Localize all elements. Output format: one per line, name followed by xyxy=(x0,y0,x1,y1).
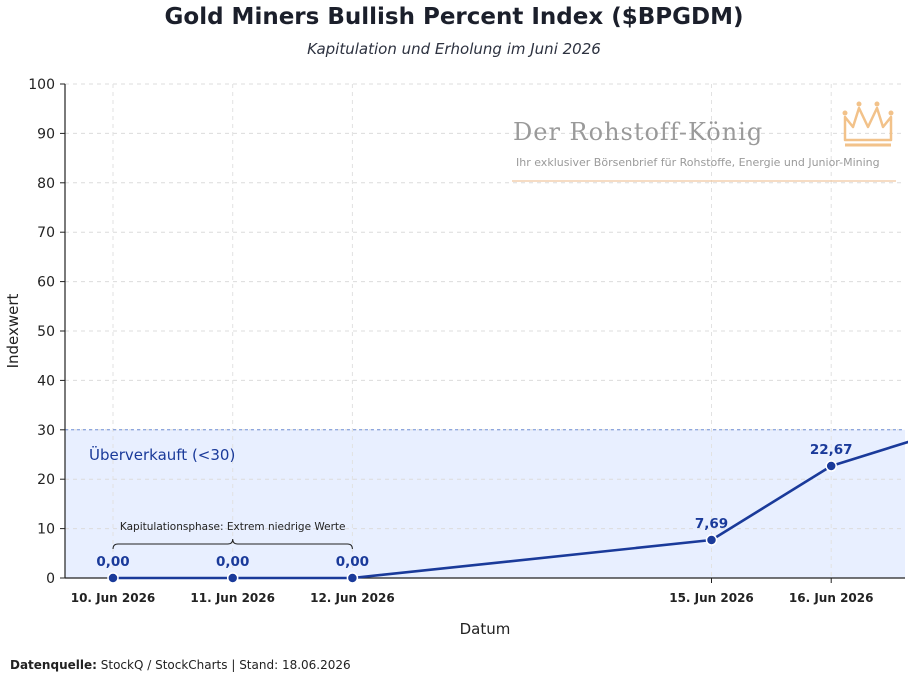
data-point xyxy=(705,534,718,546)
source-label: Datenquelle: xyxy=(10,658,97,672)
brand-name: Der Rohstoff-König xyxy=(513,118,763,146)
crown-icon xyxy=(842,101,894,147)
oversold-zone-label: Überverkauft (<30) xyxy=(89,445,235,464)
y-tick-label: 30 xyxy=(37,423,55,439)
y-tick-label: 100 xyxy=(28,77,55,93)
x-tick-label: 10. Jun 2026 xyxy=(71,591,156,605)
y-tick-label: 90 xyxy=(37,126,55,142)
data-label: 0,00 xyxy=(96,554,129,570)
x-tick-label: 16. Jun 2026 xyxy=(789,591,874,605)
source-footer: Datenquelle: StockQ / StockCharts | Stan… xyxy=(10,658,351,672)
x-tick-labels: 10. Jun 2026 11. Jun 2026 12. Jun 2026 15. … xyxy=(71,591,874,605)
y-tick-label: 10 xyxy=(37,522,55,538)
y-tick-label: 60 xyxy=(37,275,55,291)
data-label: 0,00 xyxy=(216,554,249,570)
y-axis-label: Indexwert xyxy=(4,293,22,368)
data-point xyxy=(825,460,837,472)
y-tick-label: 0 xyxy=(46,571,55,587)
data-point xyxy=(346,572,359,584)
x-tick-label: 15. Jun 2026 xyxy=(669,591,754,605)
y-tick-label: 70 xyxy=(37,225,55,241)
chart-subtitle: Kapitulation und Erholung im Juni 2026 xyxy=(307,40,601,58)
brand-logo: Der Rohstoff-König Ihr exklusiver Börsen… xyxy=(512,101,896,182)
data-point xyxy=(226,572,239,584)
oversold-zone xyxy=(65,429,905,578)
source-text: StockQ / StockCharts | Stand: 18.06.2026 xyxy=(100,658,351,672)
x-tick-label: 11. Jun 2026 xyxy=(190,591,275,605)
capitulation-annotation: Kapitulationsphase: Extrem niedrige Wert… xyxy=(120,521,346,533)
y-tick-label: 80 xyxy=(37,176,55,192)
y-tick-label: 50 xyxy=(37,324,55,340)
x-tick-label: 12. Jun 2026 xyxy=(310,591,395,605)
data-label: 7,69 xyxy=(695,516,728,532)
data-points xyxy=(107,460,837,584)
y-tick-labels: 0 10 20 30 40 50 60 70 80 90 100 xyxy=(28,77,55,587)
data-point xyxy=(107,572,119,584)
brand-tagline: Ihr exklusiver Börsenbrief für Rohstoffe… xyxy=(516,156,880,169)
chart-title: Gold Miners Bullish Percent Index ($BPGD… xyxy=(164,4,744,30)
capitulation-brace xyxy=(112,538,353,550)
data-label: 22,67 xyxy=(810,442,853,458)
y-tick-label: 40 xyxy=(37,373,55,389)
x-axis-label: Datum xyxy=(460,620,511,638)
y-tick-label: 20 xyxy=(37,472,55,488)
data-label: 0,00 xyxy=(336,554,369,570)
brace-path xyxy=(112,538,353,550)
